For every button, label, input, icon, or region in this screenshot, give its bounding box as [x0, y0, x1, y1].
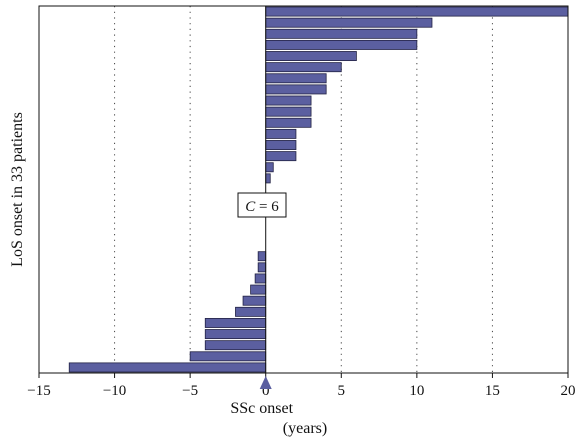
bar	[265, 106, 312, 117]
bar	[265, 51, 357, 62]
bar	[250, 284, 267, 295]
bar	[235, 306, 267, 317]
bar	[254, 273, 267, 284]
annotation-c: C = 6	[237, 192, 287, 218]
bar	[265, 17, 433, 28]
x-tick-label: −10	[103, 383, 126, 399]
bar	[257, 251, 267, 262]
bar	[265, 128, 297, 139]
bar	[265, 140, 297, 150]
x-tick-label: 10	[409, 383, 424, 399]
x-tick-label: −5	[182, 383, 198, 399]
bar	[265, 162, 274, 173]
annotation-rest: = 6	[255, 199, 279, 215]
bar	[242, 295, 267, 306]
bar	[265, 6, 569, 17]
x-tick-label: 5	[338, 383, 346, 399]
bar	[265, 95, 312, 106]
bar	[265, 151, 297, 162]
x-tick-label: 15	[485, 383, 500, 399]
bar	[265, 28, 418, 39]
x-axis-title-line2: (years)	[283, 420, 327, 437]
x-axis-title-line1: SSc onset	[230, 400, 293, 417]
bar	[204, 329, 267, 340]
bar	[189, 351, 267, 362]
gridlines	[114, 6, 493, 373]
y-axis-title: LoS onset in 33 patients	[9, 112, 26, 267]
bar	[204, 340, 267, 351]
bars	[68, 6, 569, 373]
x-tick-label: −15	[27, 383, 50, 399]
bar	[265, 73, 327, 84]
bar	[204, 317, 267, 328]
plot-frame	[38, 5, 569, 374]
bar	[265, 62, 342, 73]
zero-marker-icon	[259, 376, 272, 389]
bar	[265, 173, 271, 184]
bar	[265, 84, 327, 95]
bar	[265, 117, 312, 128]
x-axis: −15 −10 −5 0 5 10 15 20	[27, 373, 576, 399]
annotation-box	[237, 192, 287, 218]
x-tick-label: 20	[561, 383, 576, 399]
bar	[265, 39, 418, 50]
annotation-italic: C	[245, 199, 256, 215]
bar	[257, 262, 267, 273]
x-tick-label: 0	[262, 383, 270, 399]
annotation-text: C = 6	[245, 199, 279, 215]
bar	[68, 362, 267, 373]
